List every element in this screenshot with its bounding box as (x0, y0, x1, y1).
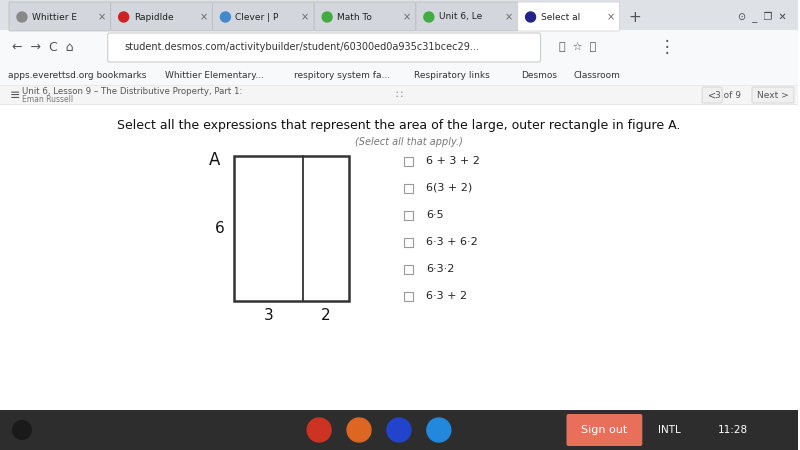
Text: ∷: ∷ (395, 90, 402, 100)
Text: 6: 6 (214, 221, 224, 236)
Text: Eman Russell: Eman Russell (22, 94, 73, 104)
Text: Unit 6, Lesson 9 – The Distributive Property, Part 1:: Unit 6, Lesson 9 – The Distributive Prop… (22, 87, 242, 96)
Bar (0, 410, 798, 450)
FancyBboxPatch shape (702, 87, 722, 103)
Circle shape (13, 421, 31, 439)
Circle shape (221, 12, 230, 22)
Circle shape (322, 12, 332, 22)
Bar (404, 292, 413, 301)
FancyBboxPatch shape (9, 2, 110, 31)
Text: 6·3 + 6·2: 6·3 + 6·2 (426, 237, 478, 247)
Text: respitory system fa...: respitory system fa... (294, 71, 390, 80)
Text: ≡: ≡ (10, 89, 21, 102)
Text: 🔍  ☆  ⏻: 🔍 ☆ ⏻ (558, 42, 596, 53)
Bar (404, 238, 413, 247)
Text: +: + (628, 9, 641, 24)
Text: ⊙  _  ❐  ✕: ⊙ _ ❐ ✕ (738, 12, 786, 22)
Text: 6·5: 6·5 (426, 210, 443, 220)
Text: ×: × (301, 12, 310, 22)
FancyBboxPatch shape (416, 2, 518, 31)
Text: Classroom: Classroom (574, 71, 620, 80)
Text: Clever | P: Clever | P (235, 13, 278, 22)
FancyBboxPatch shape (213, 2, 314, 31)
Text: 2: 2 (322, 309, 331, 324)
Text: 3: 3 (264, 309, 274, 324)
Text: 6·3 + 2: 6·3 + 2 (426, 291, 467, 301)
Text: ⋮: ⋮ (658, 39, 675, 57)
Bar (0, 0, 798, 30)
Circle shape (347, 418, 371, 442)
Text: Desmos: Desmos (522, 71, 558, 80)
Text: ←  →  C  ⌂: ← → C ⌂ (12, 41, 74, 54)
Text: Next >: Next > (757, 90, 789, 99)
Bar (0, 65, 798, 85)
Text: apps.everettsd.org bookmarks: apps.everettsd.org bookmarks (8, 71, 146, 80)
Circle shape (17, 12, 27, 22)
Bar (404, 211, 413, 220)
FancyBboxPatch shape (108, 33, 541, 62)
Bar (404, 265, 413, 274)
Text: (Select all that apply.): (Select all that apply.) (355, 137, 463, 147)
Text: INTL: INTL (658, 425, 681, 435)
Text: A: A (209, 151, 220, 169)
Text: ×: × (403, 12, 411, 22)
Text: 11:28: 11:28 (718, 425, 748, 435)
Text: Select al: Select al (541, 13, 580, 22)
Bar (0, 30, 798, 65)
Bar (0, 86, 798, 104)
FancyBboxPatch shape (110, 2, 213, 31)
Text: Respiratory links: Respiratory links (414, 71, 490, 80)
Text: Math To: Math To (337, 13, 372, 22)
FancyBboxPatch shape (518, 2, 619, 31)
Text: <: < (708, 90, 716, 100)
Circle shape (118, 12, 129, 22)
Text: ×: × (606, 12, 614, 22)
Text: ×: × (505, 12, 513, 22)
FancyBboxPatch shape (752, 87, 794, 103)
Circle shape (424, 12, 434, 22)
Text: 3 of 9: 3 of 9 (715, 90, 741, 99)
Text: Sign out: Sign out (582, 425, 627, 435)
Circle shape (307, 418, 331, 442)
Circle shape (526, 12, 535, 22)
Circle shape (387, 418, 411, 442)
Bar (404, 184, 413, 193)
Text: ×: × (98, 12, 106, 22)
Bar (234, 156, 349, 301)
Text: 6·3·2: 6·3·2 (426, 264, 454, 274)
Text: Whittier Elementary...: Whittier Elementary... (165, 71, 263, 80)
Text: Select all the expressions that represent the area of the large, outer rectangle: Select all the expressions that represen… (118, 120, 681, 132)
Circle shape (427, 418, 450, 442)
FancyBboxPatch shape (314, 2, 416, 31)
Text: Unit 6, Le: Unit 6, Le (439, 13, 482, 22)
Bar (404, 157, 413, 166)
Bar (0, 104, 798, 410)
Text: ×: × (199, 12, 207, 22)
Text: RapidIde: RapidIde (134, 13, 174, 22)
FancyBboxPatch shape (566, 414, 642, 446)
Text: 6 + 3 + 2: 6 + 3 + 2 (426, 156, 480, 166)
Text: student.desmos.com/activitybuilder/student/60300ed0a935c31bcec29...: student.desmos.com/activitybuilder/stude… (125, 42, 479, 53)
Text: 6(3 + 2): 6(3 + 2) (426, 183, 472, 193)
Text: Whittier E: Whittier E (32, 13, 77, 22)
